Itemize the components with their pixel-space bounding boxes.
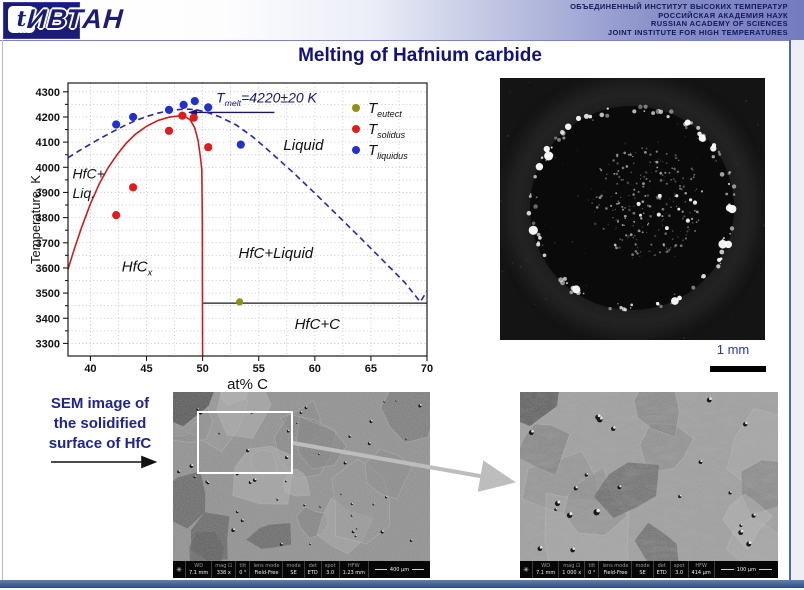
region-hfc-c: HfC+C	[295, 316, 341, 333]
series-T_eutect	[236, 298, 244, 306]
sem-zoom-region-outline	[197, 411, 293, 474]
svg-text:3600: 3600	[36, 263, 60, 275]
sem-caption-line: surface of HfC	[48, 435, 152, 452]
melt-scale-bar	[710, 366, 766, 372]
liquidus-boundary	[67, 108, 428, 304]
svg-text:3900: 3900	[36, 187, 60, 199]
sem-info-cell: WD 7.1 mm	[532, 561, 558, 578]
sem-info-cell: det ETD	[652, 561, 670, 578]
tmelt-line	[188, 108, 275, 116]
sem-info-cell: mag ⊡ 338 x	[211, 561, 235, 578]
svg-text:65: 65	[365, 363, 377, 375]
melt-spot-graphic	[500, 78, 765, 340]
region-hfc-liq-line2: Liq.	[73, 185, 96, 201]
sem-image-zoom: ✳ WD 7.1 mm mag ⊡ 1 000 x tilt 0 ° lens mode Fie…	[520, 392, 778, 578]
slide-right-border	[789, 40, 791, 580]
sem-logo-icon: ✳	[523, 565, 529, 574]
y-axis-title: Temperature, K	[30, 175, 43, 264]
sem-info-cell: lens mode Field-Free	[249, 561, 282, 578]
solidus-boundary	[67, 115, 204, 357]
sem-logo-icon: ✳	[176, 565, 182, 574]
svg-text:3700: 3700	[36, 238, 60, 250]
svg-text:Tsolidus: Tsolidus	[368, 121, 406, 140]
sem-caption: SEM image of the solidified surface of H…	[36, 394, 164, 454]
sem-caption-line: the solidified	[53, 415, 147, 432]
region-hfc-liquid: HfC+Liquid	[239, 245, 314, 262]
zoom-arrow-icon	[292, 441, 516, 492]
sem-overview-texture	[173, 392, 430, 571]
svg-text:3300: 3300	[36, 338, 60, 350]
series-T_solidus	[112, 111, 213, 220]
institute-name-block: ОБЪЕДИНЕННЫЙ ИНСТИТУТ ВЫСОКИХ ТЕМПЕРАТУР…	[570, 2, 788, 38]
sem-info-cell: spot 3.0	[669, 561, 688, 578]
institute-line: РОССИЙСКАЯ АКАДЕМИЯ НАУК	[658, 10, 788, 20]
svg-text:3500: 3500	[36, 288, 60, 300]
sem-info-cell: tilt 0 °	[235, 561, 249, 578]
institute-logo: t ...	[3, 2, 80, 39]
sem-scale-label: 100 µm	[736, 566, 756, 573]
x-axis-title: at% C	[227, 376, 268, 393]
svg-text:4200: 4200	[36, 112, 60, 124]
region-hfcx: HfCx	[122, 259, 153, 278]
svg-text:70: 70	[421, 363, 433, 375]
svg-text:40: 40	[84, 363, 96, 375]
melt-scale-label: 1 mm	[716, 342, 750, 357]
sem-image-overview: ✳ WD 7.1 mm mag ⊡ 338 x tilt 0 ° lens mode Field…	[173, 392, 430, 578]
melt-spot-image	[500, 78, 765, 340]
svg-text:3400: 3400	[36, 313, 60, 325]
axes-ticks	[63, 91, 428, 361]
svg-text:4000: 4000	[36, 162, 60, 174]
sem-info-bar: ✳ WD 7.1 mm mag ⊡ 1 000 x tilt 0 ° lens mode Fie…	[520, 561, 778, 578]
sem-info-cell: det ETD	[303, 561, 321, 578]
svg-text:60: 60	[309, 363, 321, 375]
institute-line: JOINT INSTITUTE FOR HIGH TEMPERATURES	[607, 28, 788, 38]
region-hfc-liq-line1: HfC+	[73, 166, 105, 182]
sem-caption-line: SEM image of	[50, 395, 150, 412]
svg-text:Teutect: Teutect	[368, 100, 402, 119]
sem-info-cell: tilt 0 °	[584, 561, 598, 578]
grid	[68, 83, 427, 356]
logo-dots-icon: ...	[18, 26, 29, 36]
sem-info-cell: lens mode Field-Free	[598, 561, 631, 578]
svg-text:4100: 4100	[36, 137, 60, 149]
caption-arrow-icon	[51, 455, 158, 469]
sem-info-cell: spot 3.0	[320, 561, 339, 578]
header-band: t ... ИВТАН ОБЪЕДИНЕННЫЙ ИНСТИТУТ ВЫСОКИ…	[0, 0, 804, 41]
institute-line: ОБЪЕДИНЕННЫЙ ИНСТИТУТ ВЫСОКИХ ТЕМПЕРАТУР	[570, 2, 788, 11]
sem-scale-label: 400 µm	[389, 566, 410, 573]
logo-wordmark: ИВТАН	[25, 4, 125, 34]
sem-scale-bar: 100 µm	[713, 561, 778, 578]
svg-text:50: 50	[197, 363, 209, 375]
sem-scale-bar: 400 µm	[368, 561, 430, 578]
sem-info-cell: HFW 1.23 mm	[338, 561, 368, 578]
sem-info-cell: WD 7.1 mm	[185, 561, 211, 578]
slide-left-border	[2, 40, 3, 580]
slide-title: Melting of Hafnium carbide	[298, 45, 542, 66]
svg-text:4300: 4300	[36, 87, 60, 99]
svg-text:55: 55	[253, 363, 265, 375]
sem-info-cell: mag ⊡ 1 000 x	[558, 561, 584, 578]
sem-info-bar: ✳ WD 7.1 mm mag ⊡ 338 x tilt 0 ° lens mode Field…	[173, 561, 430, 578]
sem-info-cell: HFW 414 µm	[687, 561, 714, 578]
svg-text:Tliquidus: Tliquidus	[368, 142, 408, 161]
phase-diagram-chart: Tmelt=4220±20 K Liquid HfC+ Liq. HfCx HfC+Liq…	[30, 82, 434, 393]
sem-info-cell: mode SE	[631, 561, 652, 578]
sem-info-cell: mode SE	[282, 561, 303, 578]
axes-tick-labels: 40 45 50 55 60 65 70 3300 3400 3500 3600 3700 3800 39…	[36, 87, 434, 375]
plot-frame	[67, 82, 428, 357]
series-T_liquidus	[112, 97, 245, 149]
svg-text:45: 45	[140, 363, 152, 375]
sem-zoom-texture	[520, 392, 778, 578]
chart-legend: Teutect Tsolidus Tliquidus	[352, 100, 408, 161]
institute-line: RUSSIAN ACADEMY OF SCIENCES	[650, 19, 788, 29]
svg-text:3800: 3800	[36, 213, 60, 225]
slide-bottom-bar	[0, 580, 804, 588]
region-liquid: Liquid	[283, 137, 324, 154]
logo-mark-icon: t	[8, 6, 35, 33]
tmelt-label: Tmelt=4220±20 K	[216, 89, 317, 108]
slide-right-margin	[791, 40, 804, 580]
